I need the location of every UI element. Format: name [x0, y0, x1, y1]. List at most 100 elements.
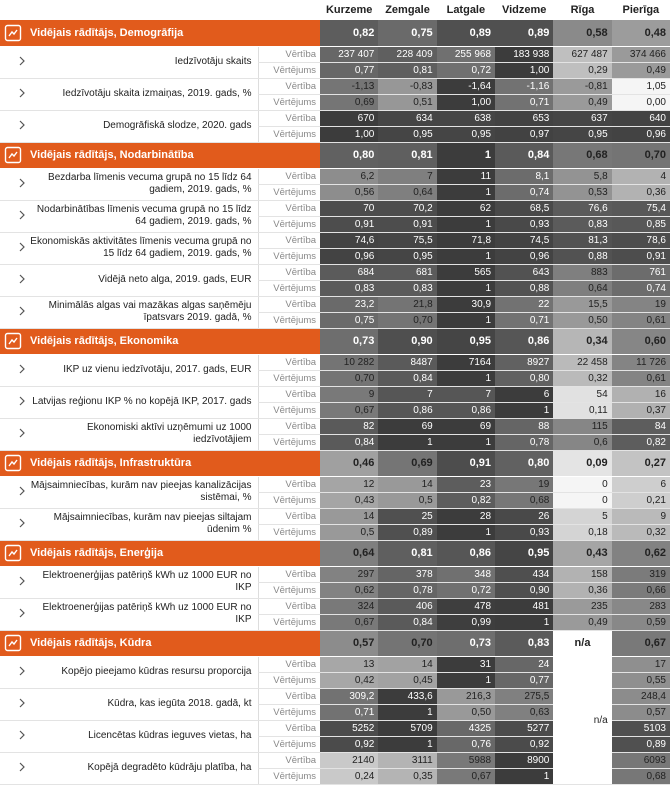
score-cell: 1 — [436, 434, 496, 451]
section-title-cell: Vidējais rādītājs, Nodarbinātība — [0, 142, 321, 169]
value-cell: 348 — [436, 566, 496, 583]
score-cell: 0,72 — [436, 582, 496, 599]
value-cell: 70,2 — [378, 200, 437, 217]
expand-toggle[interactable] — [0, 476, 26, 509]
expand-toggle[interactable] — [0, 752, 26, 785]
score-cell: 0,80 — [495, 370, 554, 387]
row-kind-label: Vērtība — [257, 656, 321, 673]
value-cell: 478 — [436, 598, 496, 615]
score-cell: 0,72 — [436, 62, 496, 79]
score-cell: 0,37 — [611, 402, 670, 419]
value-row: Licencētas kūdras ieguves vietas, ha Vērt… — [0, 720, 670, 753]
score-cell: 0,78 — [378, 582, 437, 599]
value-cell: 7 — [378, 386, 437, 403]
value-cell: 158 — [553, 566, 612, 583]
expand-toggle[interactable] — [0, 168, 26, 201]
value-cell: 69 — [436, 418, 496, 435]
expand-toggle[interactable] — [0, 688, 26, 721]
score-cell: 0,89 — [378, 524, 437, 541]
value-cell: 5709 — [378, 720, 437, 737]
section-value: 0,43 — [553, 540, 612, 567]
score-cell: 0,68 — [495, 492, 554, 509]
score-cell: 0,43 — [320, 492, 379, 509]
value-row: Elektroenerģijas patēriņš kWh uz 1000 EU… — [0, 598, 670, 631]
expand-toggle[interactable] — [0, 418, 26, 451]
value-row: IKP uz vienu iedzīvotāju, 2017. gads, EU… — [0, 354, 670, 387]
chevron-icon — [19, 486, 25, 495]
expand-toggle[interactable] — [0, 232, 26, 265]
score-cell: 0,50 — [436, 704, 496, 721]
section-value: 0,27 — [611, 450, 670, 477]
value-cell: 5252 — [320, 720, 379, 737]
section-value: 0,58 — [553, 20, 612, 47]
section-row: Vidējais rādītājs, Kūdra 0,57 0,70 0,73 0,83… — [0, 630, 670, 657]
expand-toggle[interactable] — [0, 46, 26, 79]
score-cell: 0,50 — [553, 312, 612, 329]
score-cell: 0 — [553, 492, 612, 509]
score-cell: 0,83 — [378, 280, 437, 297]
expand-toggle[interactable] — [0, 296, 26, 329]
row-kind-label: Vērtība — [257, 386, 321, 403]
score-cell: 0,24 — [320, 768, 379, 785]
indicator-label: IKP uz vienu iedzīvotāju, 2017. gads, EU… — [26, 354, 258, 387]
section-value: 0,84 — [495, 142, 554, 169]
score-row: Vērtējums 0,77 0,81 0,72 1,00 0,29 0,49 — [0, 62, 670, 79]
value-cell: 10 282 — [320, 354, 379, 371]
expand-toggle[interactable] — [0, 264, 26, 297]
score-cell: 0,77 — [320, 62, 379, 79]
value-cell: 1,05 — [611, 78, 670, 95]
row-kind-label: Vērtība — [257, 598, 321, 615]
row-kind-label: Vērtējums — [257, 126, 321, 143]
value-cell: 565 — [436, 264, 496, 281]
value-cell: 374 466 — [611, 46, 670, 63]
value-row: Latvijas reģionu IKP % no kopējā IKP, 20… — [0, 386, 670, 419]
score-cell: 1,00 — [495, 62, 554, 79]
value-cell: 12 — [320, 476, 379, 493]
expand-toggle[interactable] — [0, 598, 26, 631]
expand-toggle[interactable] — [0, 508, 26, 541]
score-cell: 0,83 — [553, 216, 612, 233]
expand-toggle[interactable] — [0, 78, 26, 111]
value-cell: 70 — [320, 200, 379, 217]
expand-toggle[interactable] — [0, 354, 26, 387]
value-cell: 6093 — [611, 752, 670, 769]
value-cell: 22 458 — [553, 354, 612, 371]
expand-toggle[interactable] — [0, 200, 26, 233]
score-cell: 0,71 — [320, 704, 379, 721]
value-cell: 8,1 — [495, 168, 554, 185]
value-cell: 62 — [436, 200, 496, 217]
chevron-icon — [19, 364, 25, 373]
score-cell: 0,84 — [378, 614, 437, 631]
expand-toggle[interactable] — [0, 656, 26, 689]
score-cell: 1 — [436, 248, 496, 265]
value-row: Iedzīvotāju skaita izmaiņas, 2019. gads,… — [0, 78, 670, 111]
expand-toggle[interactable] — [0, 386, 26, 419]
chevron-icon — [19, 242, 25, 251]
expand-toggle[interactable] — [0, 720, 26, 753]
value-row: Bezdarba līmenis vecuma grupā no 15 līdz… — [0, 168, 670, 201]
column-header: Rīga — [570, 4, 595, 16]
value-cell: 13 — [320, 656, 379, 673]
indicator-label: Mājsaimniecības, kurām nav pieejas silta… — [26, 508, 258, 541]
section-title-cell: Vidējais rādītājs, Infrastruktūra — [0, 450, 321, 477]
score-cell: 0,99 — [436, 614, 496, 631]
score-cell: 0,5 — [378, 492, 437, 509]
section-icon — [4, 544, 22, 562]
column-header-row: Kurzeme Zemgale Latgale Vidzeme Rīga Pierīga — [0, 0, 670, 20]
expand-toggle[interactable] — [0, 566, 26, 599]
score-cell: 0,93 — [495, 524, 554, 541]
value-cell: 26 — [495, 508, 554, 525]
section-row: Vidējais rādītājs, Demogrāfija 0,82 0,75 0,… — [0, 20, 670, 47]
section-value: 0,81 — [378, 142, 437, 169]
score-row: Vērtējums 0,70 0,84 1 0,80 0,32 0,61 — [0, 370, 670, 387]
section-value: 0,95 — [495, 540, 554, 567]
expand-toggle[interactable] — [0, 110, 26, 143]
score-cell: 0,86 — [436, 402, 496, 419]
section-icon — [4, 24, 22, 41]
value-row: Kopējā degradēto kūdrāju platība, ha Vērt… — [0, 752, 670, 785]
section-value: 0,34 — [553, 328, 612, 355]
score-row: Vērtējums 0,71 1 0,50 0,63 0,57 — [0, 704, 670, 721]
score-cell: 0,61 — [611, 370, 670, 387]
value-cell: 68,5 — [495, 200, 554, 217]
